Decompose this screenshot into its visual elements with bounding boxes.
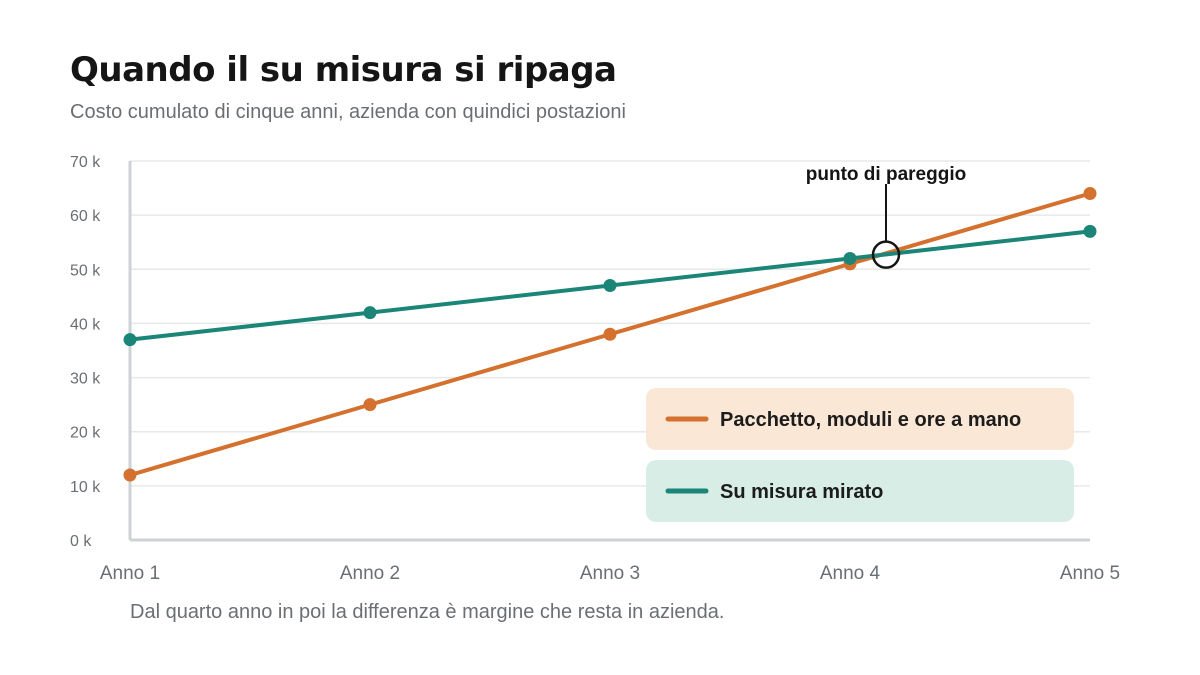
y-axis-ticks: 0 k 10 k 20 k 30 k 40 k 50 k 60 k 70 k [70,154,101,550]
data-point [603,327,617,341]
y-tick-label: 10 k [70,479,101,496]
annotation: punto di pareggio [806,164,966,269]
data-point [1083,224,1097,238]
y-tick-label: 30 k [70,371,101,388]
data-point [363,306,377,320]
legend-item-2: Su misura mirato [646,460,1074,522]
legend: Pacchetto, moduli e ore a mano Su misura … [646,388,1074,522]
y-tick-label: 60 k [70,208,101,225]
data-point [843,251,857,265]
data-point [363,398,377,412]
x-axis-ticks: Anno 1 Anno 2 Anno 3 Anno 4 Anno 5 [100,563,1120,584]
data-point [123,333,137,347]
legend-item-1: Pacchetto, moduli e ore a mano [646,388,1074,450]
x-tick-label: Anno 3 [580,563,640,584]
y-tick-label: 20 k [70,425,101,442]
legend-item-background [646,460,1074,522]
chart-footnote: Dal quarto anno in poi la differenza è m… [130,601,725,623]
y-tick-label: 40 k [70,316,101,333]
x-tick-label: Anno 5 [1060,563,1120,584]
annotation-label: punto di pareggio [806,164,966,185]
y-tick-label: 70 k [70,154,101,171]
legend-label: Pacchetto, moduli e ore a mano [720,409,1021,431]
break-even-marker [871,240,901,269]
data-point [123,468,137,482]
data-point [1083,186,1097,200]
series-layer [123,186,1097,482]
x-tick-label: Anno 1 [100,563,160,584]
x-tick-label: Anno 2 [340,563,400,584]
legend-item-background [646,388,1074,450]
chart-subtitle: Costo cumulato di cinque anni, azienda c… [70,101,626,123]
y-tick-label: 50 k [70,262,101,279]
y-tick-label: 0 k [70,533,92,550]
x-tick-label: Anno 4 [820,563,881,584]
series-2 [123,224,1097,347]
chart-title: Quando il su misura si ripaga [70,50,617,90]
data-point [603,279,617,293]
legend-label: Su misura mirato [720,481,883,503]
